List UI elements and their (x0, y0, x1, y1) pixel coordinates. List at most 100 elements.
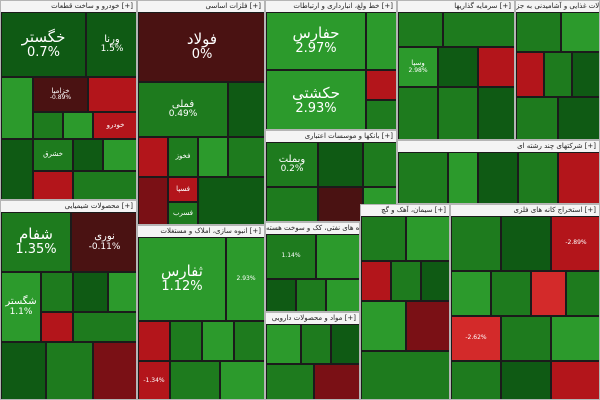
stock-tile[interactable] (566, 271, 599, 316)
stock-tile[interactable] (220, 361, 264, 399)
stock-tile[interactable] (88, 77, 136, 112)
stock-tile[interactable] (438, 47, 478, 87)
stock-tile[interactable]: نوری -0.11% (71, 212, 136, 272)
stock-tile[interactable]: ورنا 1.5% (86, 12, 136, 77)
stock-tile[interactable] (266, 279, 296, 311)
stock-tile[interactable] (363, 142, 396, 187)
stock-tile[interactable] (103, 139, 136, 171)
stock-tile[interactable] (93, 342, 136, 399)
stock-tile[interactable] (138, 321, 170, 361)
stock-tile[interactable]: وسپا 2.98% (398, 47, 438, 87)
stock-tile[interactable]: فسرب (168, 202, 198, 224)
stock-tile[interactable] (478, 87, 514, 139)
stock-tile[interactable] (266, 364, 314, 399)
stock-tile[interactable]: خودرو (93, 112, 136, 139)
stock-tile[interactable] (572, 52, 599, 97)
stock-tile[interactable] (391, 261, 421, 301)
stock-tile[interactable] (296, 279, 326, 311)
stock-tile[interactable] (406, 301, 449, 351)
sector-chem[interactable]: محصولات شیمیایی [+] شفام 1.35% نوری -0.11% شگ… (0, 200, 137, 400)
stock-tile[interactable] (558, 152, 599, 203)
sector-cement[interactable]: سیمان، آهک و گچ [+] (360, 204, 450, 400)
stock-tile[interactable] (398, 12, 443, 47)
stock-tile[interactable]: فخوز (168, 137, 198, 177)
stock-tile[interactable] (478, 152, 518, 203)
stock-tile[interactable] (198, 137, 228, 177)
stock-tile[interactable]: -1.34% (138, 361, 170, 399)
stock-tile[interactable] (63, 112, 93, 139)
stock-tile[interactable] (361, 261, 391, 301)
stock-tile[interactable]: -2.89% (551, 216, 599, 271)
stock-tile[interactable]: فملی 0.49% (138, 82, 228, 137)
stock-tile[interactable]: ثفارس 1.12% (138, 237, 226, 321)
stock-tile[interactable] (516, 97, 558, 139)
stock-tile[interactable] (316, 234, 359, 279)
stock-tile[interactable] (228, 137, 264, 177)
stock-tile[interactable] (41, 312, 73, 342)
stock-tile[interactable] (361, 216, 406, 261)
stock-tile[interactable] (451, 271, 491, 316)
stock-tile[interactable] (561, 12, 599, 52)
stock-tile[interactable] (501, 361, 551, 399)
stock-tile[interactable] (406, 216, 449, 261)
stock-tile[interactable] (73, 139, 103, 171)
stock-tile[interactable] (73, 272, 108, 312)
stock-tile[interactable] (314, 364, 359, 399)
stock-tile[interactable] (443, 12, 514, 47)
sector-multi[interactable]: شرکتهای چند رشته ای [+] (397, 140, 600, 204)
stock-tile[interactable]: حفارس 2.97% (266, 12, 366, 70)
stock-tile[interactable] (398, 87, 438, 139)
stock-tile[interactable]: شگستر 1.1% (1, 272, 41, 342)
sector-metals[interactable]: فلزات اساسی [+] فولاد 0% فملی 0.49% فخوز فسپا ف… (137, 0, 265, 225)
stock-tile[interactable] (234, 321, 264, 361)
stock-tile[interactable]: خگستر 0.7% (1, 12, 86, 77)
stock-tile[interactable] (41, 272, 73, 312)
stock-tile[interactable]: فولاد 0% (138, 12, 264, 82)
stock-tile[interactable] (331, 324, 359, 364)
stock-tile[interactable] (366, 70, 396, 100)
stock-tile[interactable] (170, 361, 220, 399)
stock-tile[interactable] (266, 187, 318, 221)
stock-tile[interactable] (202, 321, 234, 361)
stock-tile[interactable] (544, 52, 572, 97)
stock-tile[interactable] (366, 12, 396, 70)
stock-tile[interactable] (1, 139, 33, 199)
stock-tile[interactable] (266, 324, 301, 364)
stock-tile[interactable] (301, 324, 331, 364)
stock-tile[interactable]: فسپا (168, 177, 198, 202)
stock-tile[interactable] (361, 301, 406, 351)
stock-tile[interactable]: -2.62% (451, 316, 501, 361)
sector-mining[interactable]: استخراج کانه های فلزی [+] -2.89% -2.62% (450, 204, 600, 400)
stock-tile[interactable] (46, 342, 93, 399)
stock-tile[interactable] (138, 177, 168, 224)
stock-tile[interactable] (516, 12, 561, 52)
sector-food[interactable]: محصولات غذایی و آشامیدنی به جز [+] (515, 0, 600, 140)
stock-tile[interactable] (448, 152, 478, 203)
stock-tile[interactable] (318, 142, 363, 187)
stock-tile[interactable] (73, 312, 136, 342)
sector-invest[interactable]: سرمایه گذاریها [+] وسپا 2.98% (397, 0, 515, 140)
stock-tile[interactable]: 1.14% (266, 234, 316, 279)
stock-tile[interactable] (1, 342, 46, 399)
stock-tile[interactable] (516, 52, 544, 97)
stock-tile[interactable]: حکشتی 2.93% (266, 70, 366, 129)
sector-banks[interactable]: بانکها و موسسات اعتباری [+] وبملت 0.2% (265, 130, 397, 222)
stock-tile[interactable] (398, 152, 448, 203)
stock-tile[interactable] (73, 171, 136, 199)
stock-tile[interactable] (491, 271, 531, 316)
sector-realestate[interactable]: انبوه سازی، املاک و مستغلات [+] ثفارس 1.12… (137, 225, 265, 400)
stock-tile[interactable] (326, 279, 359, 311)
stock-tile[interactable] (478, 47, 514, 87)
stock-tile[interactable]: وبملت 0.2% (266, 142, 318, 187)
stock-tile[interactable] (531, 271, 566, 316)
stock-tile[interactable]: خزامیا -0.89% (33, 77, 88, 112)
stock-tile[interactable] (361, 351, 449, 399)
stock-tile[interactable] (33, 112, 63, 139)
stock-tile[interactable] (551, 361, 599, 399)
stock-tile[interactable] (421, 261, 449, 301)
stock-tile[interactable] (501, 316, 551, 361)
stock-tile[interactable] (33, 171, 73, 199)
stock-tile[interactable] (501, 216, 551, 271)
stock-tile[interactable]: شفام 1.35% (1, 212, 71, 272)
stock-tile[interactable] (108, 272, 136, 312)
